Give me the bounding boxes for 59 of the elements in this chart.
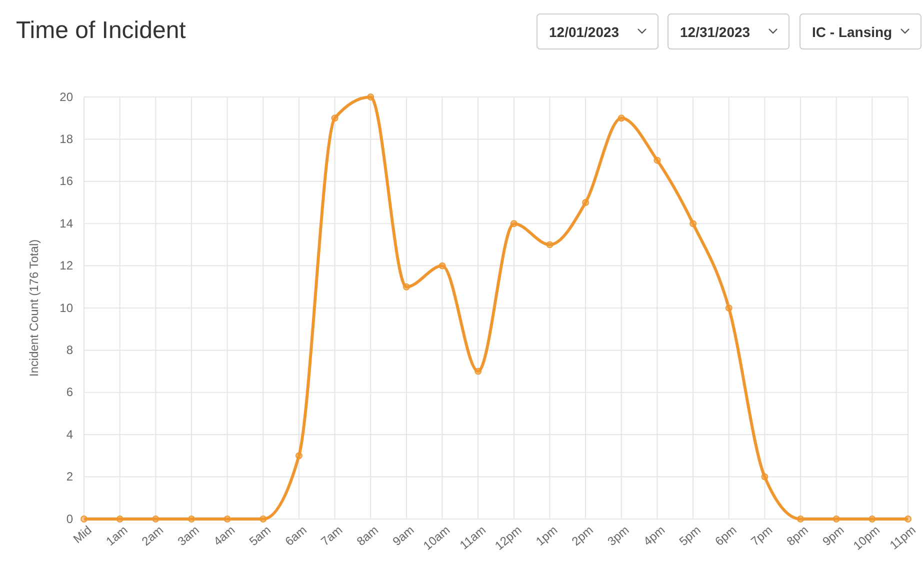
point [438, 262, 446, 270]
point [80, 516, 88, 522]
point [260, 516, 267, 522]
y-tick-label: 6 [66, 385, 74, 400]
point [654, 156, 661, 164]
y-tick-label: 20 [60, 90, 74, 104]
x-tick-label: 6pm [712, 522, 740, 549]
point [510, 220, 518, 228]
point [295, 452, 302, 460]
y-tick-label: 0 [66, 512, 74, 526]
y-axis-title: Incident Count (176 Total) [27, 239, 41, 377]
x-tick-label: 3am [174, 522, 202, 549]
x-tick-label: 9pm [820, 522, 847, 549]
point [761, 473, 768, 480]
x-tick-label: 7pm [748, 522, 776, 549]
point [546, 241, 554, 248]
x-tick-label: 4am [210, 522, 238, 549]
x-tick-label: 2am [139, 522, 166, 549]
point [904, 516, 912, 522]
x-tick-label: 6am [282, 522, 310, 549]
y-tick-label: 2 [66, 470, 74, 484]
point [116, 516, 124, 522]
chart-title: Time of Incident [16, 17, 186, 44]
point [367, 94, 374, 100]
y-tick-label: 16 [60, 174, 74, 188]
y-tick-label: 10 [60, 300, 74, 315]
point [402, 283, 410, 290]
y-tick-label: 12 [60, 258, 74, 273]
point [832, 516, 840, 522]
date-dropdown-field: 12/01/2023 [536, 14, 658, 50]
x-tick-label: 1pm [533, 522, 560, 549]
point [152, 516, 160, 522]
point [224, 516, 231, 522]
point [331, 114, 338, 122]
x-tick-label: 5pm [676, 522, 704, 549]
point [188, 516, 195, 522]
x-tick-label: 8pm [784, 522, 811, 549]
x-tick-label: 4pm [640, 522, 668, 549]
x-tick-label: 3pm [604, 522, 632, 549]
y-tick-label: 18 [60, 132, 74, 146]
point [868, 516, 876, 522]
point [582, 199, 590, 206]
y-tick-label: 14 [60, 216, 74, 230]
point [797, 516, 804, 522]
x-tick-label: 2pm [569, 522, 596, 549]
x-tick-label: 8am [354, 522, 381, 549]
date-dropdown-field: IC - Lansing [800, 14, 922, 50]
point [725, 304, 732, 312]
x-tick-label: 1am [103, 522, 130, 549]
point [690, 220, 697, 228]
point [474, 368, 482, 375]
x-tick-label: Mid [70, 522, 94, 546]
y-tick-label: 4 [66, 427, 74, 442]
x-tick-label: 7am [318, 522, 346, 549]
x-tick-label: 5am [246, 522, 274, 549]
x-tick-label: 9am [390, 522, 417, 549]
point [618, 114, 625, 122]
date-dropdown-field: 12/31/2023 [668, 14, 790, 50]
y-tick-label: 8 [66, 343, 74, 358]
